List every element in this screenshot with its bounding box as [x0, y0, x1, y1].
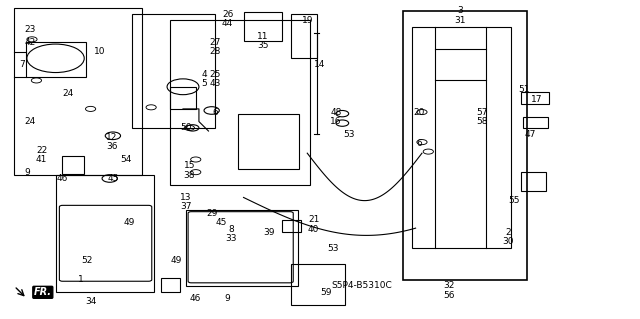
Text: 32: 32 [443, 281, 454, 291]
Text: 48: 48 [330, 108, 342, 116]
Text: 49: 49 [171, 256, 182, 265]
Text: 26: 26 [222, 10, 234, 19]
Bar [282, 219, 301, 232]
Bar [170, 87, 196, 109]
Text: 13: 13 [180, 193, 192, 202]
Text: 27: 27 [209, 38, 221, 47]
Bar [523, 117, 548, 128]
Text: 47: 47 [525, 130, 536, 139]
Text: 51: 51 [518, 85, 530, 94]
Text: 46: 46 [190, 294, 202, 303]
Text: 24: 24 [24, 117, 36, 126]
Bar [412, 27, 511, 248]
Text: 35: 35 [257, 41, 268, 50]
Bar [521, 92, 549, 104]
Text: 29: 29 [206, 209, 218, 218]
Text: 45: 45 [108, 174, 118, 183]
Text: 45: 45 [216, 218, 227, 227]
Text: 31: 31 [454, 16, 466, 25]
Text: 46: 46 [56, 174, 68, 183]
Text: 40: 40 [308, 225, 319, 234]
Text: 6: 6 [212, 108, 218, 116]
Text: 1: 1 [78, 275, 84, 284]
Bar [26, 42, 86, 77]
Text: FR.: FR. [34, 287, 52, 297]
Text: 56: 56 [443, 291, 454, 300]
Bar [239, 114, 299, 169]
Text: 17: 17 [531, 95, 543, 104]
Text: 37: 37 [180, 203, 192, 211]
Text: 44: 44 [222, 19, 233, 28]
Text: 36: 36 [106, 142, 117, 151]
Text: 53: 53 [327, 243, 339, 253]
Text: 43: 43 [209, 79, 221, 88]
Bar [244, 12, 282, 41]
Text: 57: 57 [477, 108, 488, 116]
Text: S5P4-B5310C: S5P4-B5310C [331, 281, 392, 291]
Text: 9: 9 [24, 168, 29, 177]
Bar [62, 156, 84, 174]
Bar [521, 172, 546, 191]
Text: 10: 10 [95, 48, 106, 56]
Text: 30: 30 [502, 237, 514, 246]
Text: 41: 41 [36, 155, 47, 164]
Text: 22: 22 [36, 145, 47, 154]
Text: 8: 8 [228, 225, 234, 234]
Text: 14: 14 [314, 60, 326, 69]
Text: 54: 54 [120, 155, 131, 164]
Text: 15: 15 [184, 161, 195, 170]
Text: 34: 34 [85, 297, 96, 306]
Text: 16: 16 [330, 117, 342, 126]
Text: 50: 50 [180, 123, 192, 132]
Text: 55: 55 [509, 196, 520, 205]
Text: 38: 38 [184, 171, 195, 180]
Bar [291, 14, 317, 58]
Text: 19: 19 [301, 16, 313, 25]
Text: 20: 20 [413, 108, 424, 116]
Bar [161, 278, 180, 292]
Text: 6: 6 [416, 139, 422, 148]
Text: 28: 28 [209, 48, 221, 56]
Text: 52: 52 [82, 256, 93, 265]
Text: 23: 23 [24, 25, 36, 34]
Text: 12: 12 [106, 133, 117, 142]
Text: 59: 59 [321, 288, 332, 297]
Text: 24: 24 [63, 89, 74, 98]
Text: 2: 2 [505, 228, 511, 237]
Text: 5: 5 [201, 79, 207, 88]
Text: 42: 42 [24, 38, 36, 47]
Text: 11: 11 [257, 32, 268, 41]
Text: 25: 25 [209, 70, 221, 78]
Text: 9: 9 [225, 294, 230, 303]
Text: 4: 4 [201, 70, 207, 78]
Text: 21: 21 [308, 215, 319, 224]
Text: 53: 53 [343, 130, 355, 139]
Text: 49: 49 [123, 218, 134, 227]
Text: 39: 39 [263, 228, 275, 237]
Text: 7: 7 [19, 60, 25, 69]
Text: 58: 58 [477, 117, 488, 126]
Text: 3: 3 [458, 6, 463, 15]
Text: 33: 33 [225, 234, 237, 243]
